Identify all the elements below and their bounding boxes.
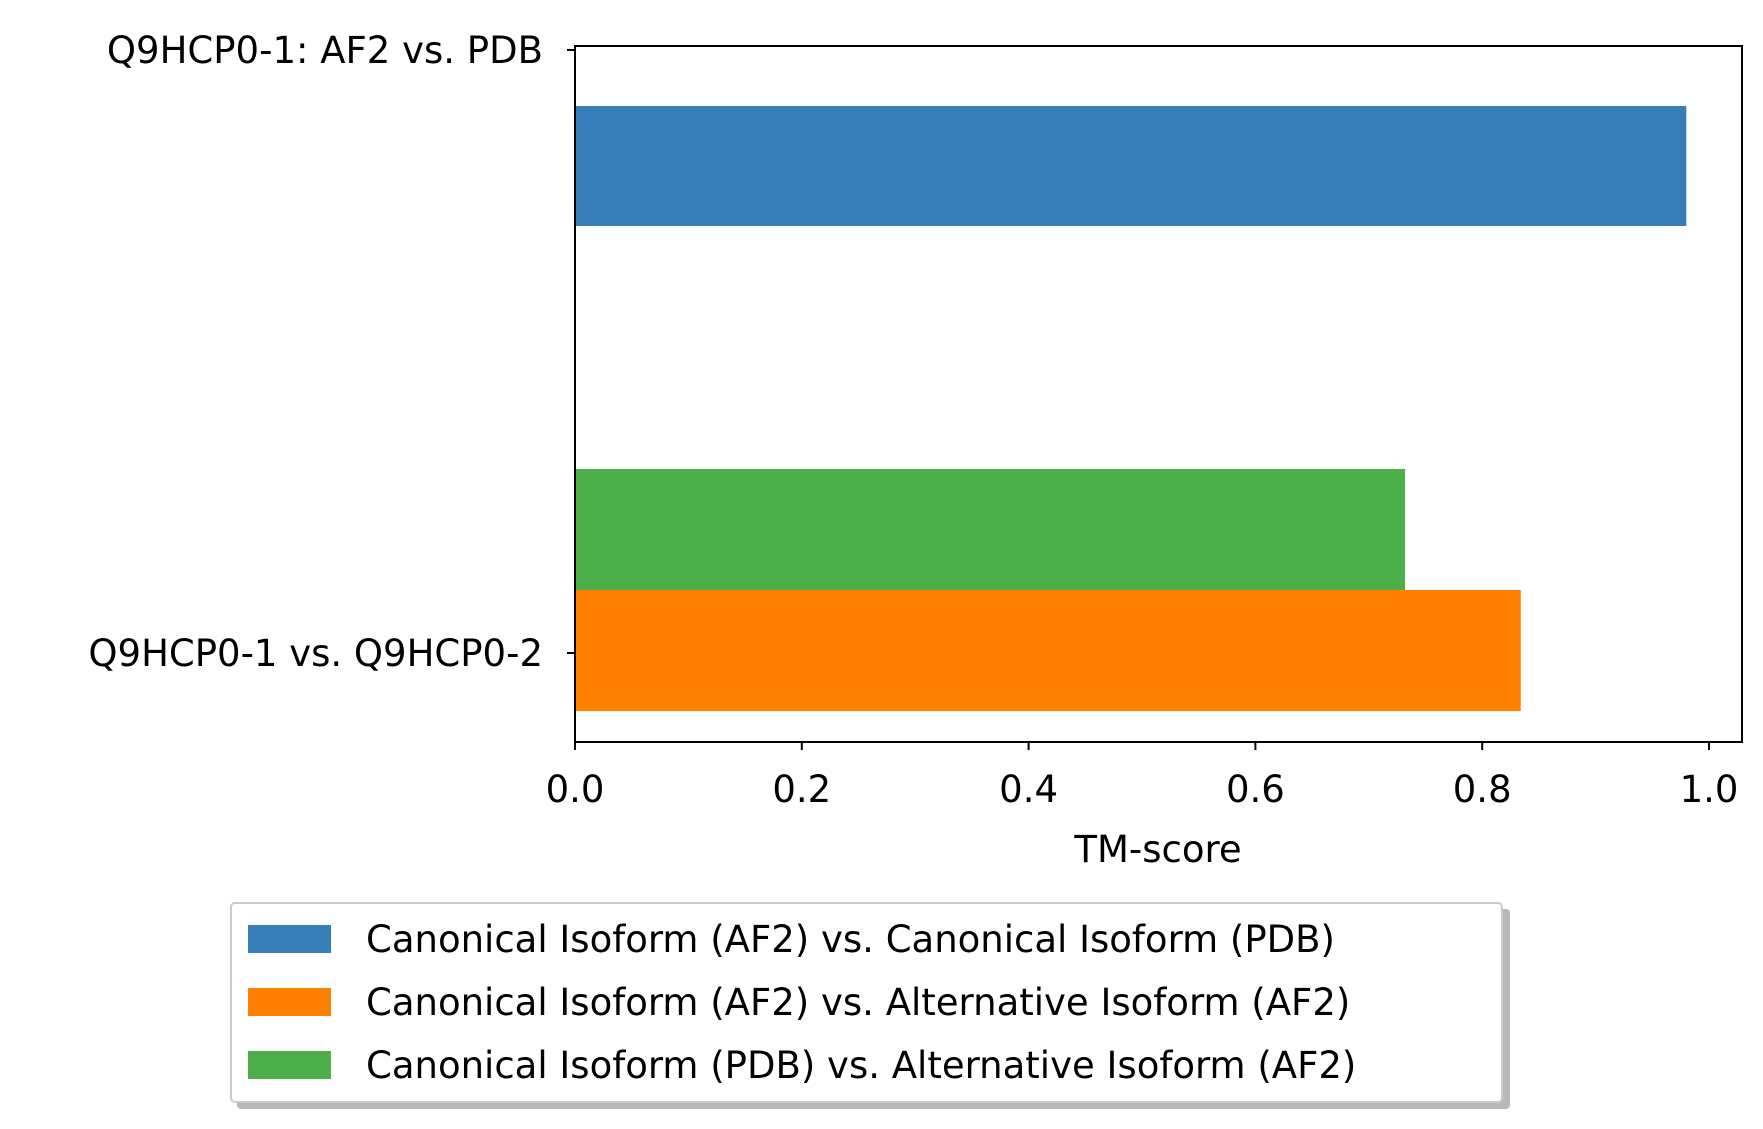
y-tick-label: Q9HCP0-1 vs. Q9HCP0-2 (88, 632, 543, 675)
y-tick-label: Q9HCP0-1: AF2 vs. PDB (107, 29, 543, 72)
bar (575, 106, 1687, 226)
plot-frame (574, 45, 1743, 743)
x-tick-label: 1.0 (1680, 768, 1739, 811)
x-tick-label: 0.4 (999, 768, 1058, 811)
legend-label: Canonical Isoform (AF2) vs. Canonical Is… (366, 918, 1335, 961)
legend: Canonical Isoform (AF2) vs. Canonical Is… (230, 902, 1510, 1109)
legend-label: Canonical Isoform (PDB) vs. Alternative … (366, 1044, 1356, 1087)
x-tick-label: 0.8 (1453, 768, 1512, 811)
x-tick-label: 0.2 (772, 768, 831, 811)
legend-swatch (248, 1051, 331, 1079)
bar (575, 469, 1406, 590)
bar (575, 590, 1521, 711)
legend-swatch (248, 925, 331, 953)
x-axis-label: TM-score (1073, 828, 1241, 871)
legend-label: Canonical Isoform (AF2) vs. Alternative … (366, 981, 1350, 1024)
legend-swatch (248, 988, 331, 1016)
x-tick-label: 0.0 (546, 768, 605, 811)
x-tick-label: 0.6 (1226, 768, 1285, 811)
